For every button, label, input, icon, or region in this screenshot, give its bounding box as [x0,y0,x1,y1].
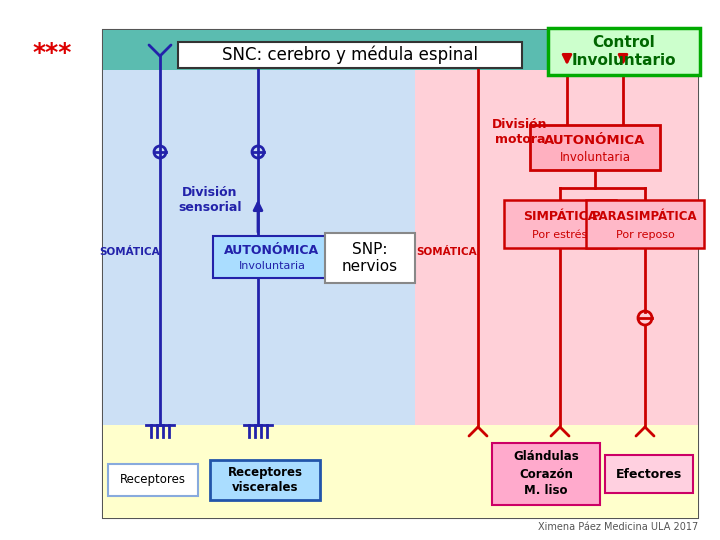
Bar [504,200,616,248]
Text: Por reposo: Por reposo [616,230,675,240]
Text: ***: *** [32,41,72,65]
Text: AUTONÓMICA: AUTONÓMICA [544,134,646,147]
Bar [210,460,320,500]
Bar [103,30,698,518]
Bar [530,125,660,170]
Text: Receptores
viscerales: Receptores viscerales [228,466,302,494]
Bar [108,464,198,496]
Bar [213,236,331,278]
Bar [325,233,415,283]
Text: División
motora: División motora [492,118,548,146]
Text: Ximena Páez Medicina ULA 2017: Ximena Páez Medicina ULA 2017 [538,522,698,532]
Text: SNC: cerebro y médula espinal: SNC: cerebro y médula espinal [222,46,478,64]
Bar [103,70,415,425]
Text: Efectores: Efectores [616,468,682,481]
Text: Control
Involuntario: Control Involuntario [572,35,676,68]
Text: Receptores: Receptores [120,474,186,487]
Text: PARASIMPÁTICA: PARASIMPÁTICA [592,210,698,224]
Text: AUTONÓMICA: AUTONÓMICA [225,244,320,257]
Bar [548,28,700,75]
Text: SOMÁTICA: SOMÁTICA [99,247,161,257]
Text: SOMÁTICA: SOMÁTICA [417,247,477,257]
Text: Por estrés: Por estrés [532,230,588,240]
Text: Glándulas
Corazón
M. liso: Glándulas Corazón M. liso [513,450,579,497]
Text: Involuntaria: Involuntaria [559,151,631,164]
Bar [103,425,698,518]
Text: División
sensorial: División sensorial [179,186,242,214]
Text: SIMPÁTICA: SIMPÁTICA [523,210,597,224]
Bar [492,443,600,505]
Bar [178,42,522,68]
Bar [103,30,698,70]
Bar [586,200,704,248]
Bar [415,70,698,425]
Text: Involuntaria: Involuntaria [238,261,305,271]
Bar [605,455,693,493]
Text: SNP:
nervios: SNP: nervios [342,242,398,274]
